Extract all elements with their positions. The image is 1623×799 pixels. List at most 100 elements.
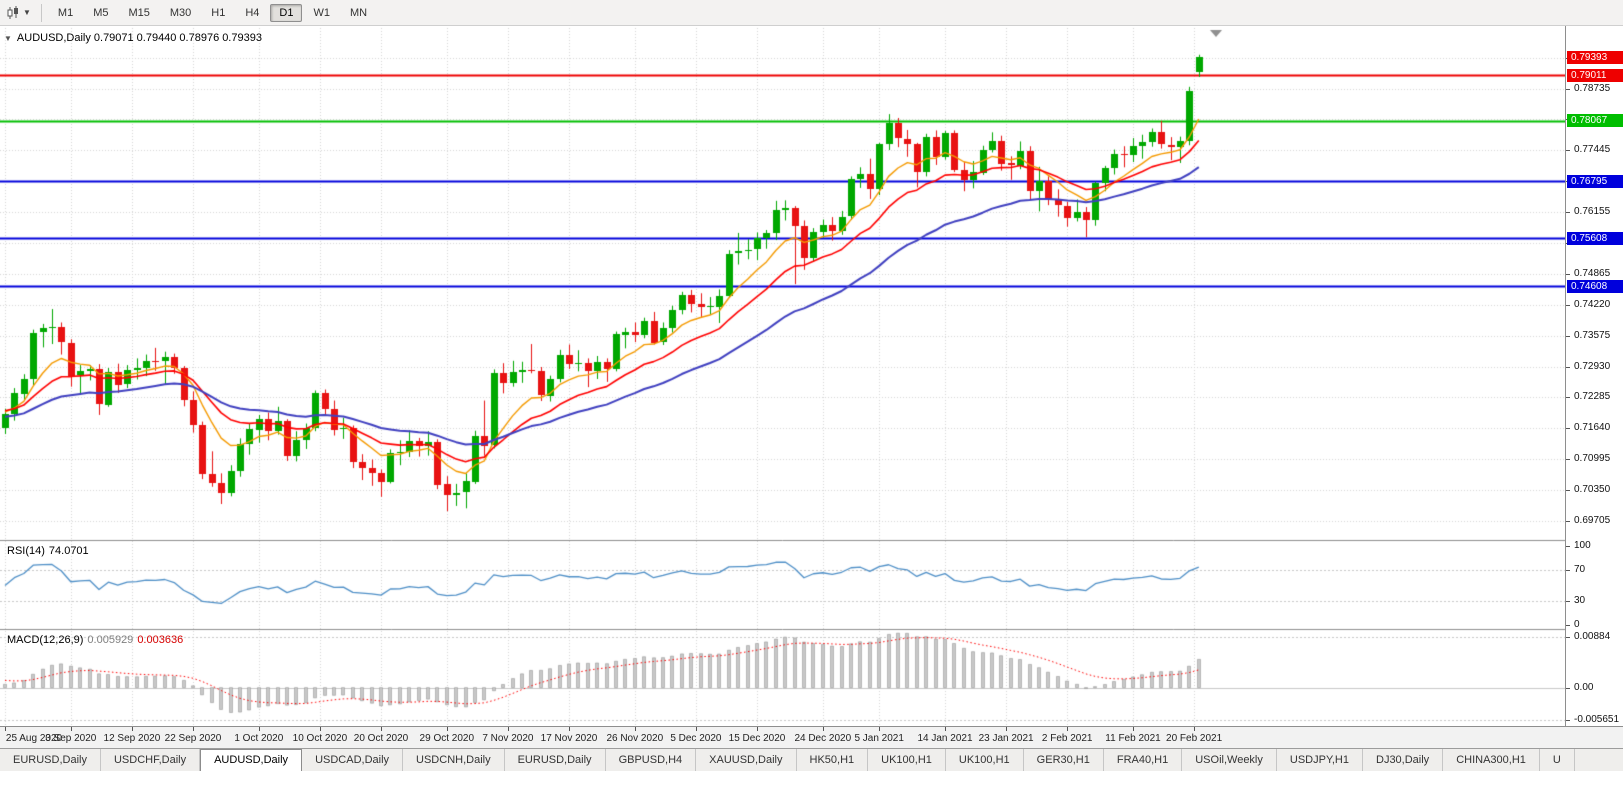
axis-tick-mark: [1566, 625, 1570, 626]
chart-tab-eurusd-daily[interactable]: EURUSD,Daily: [505, 749, 606, 771]
chart-tab-xauusd-daily[interactable]: XAUUSD,Daily: [696, 749, 797, 771]
chart-tab-usdcad-daily[interactable]: USDCAD,Daily: [302, 749, 404, 771]
time-tick-label: 22 Sep 2020: [164, 733, 222, 744]
time-tick-mark: [1067, 727, 1068, 731]
chart-tab-uk100-h1[interactable]: UK100,H1: [946, 749, 1024, 771]
time-tick-label: 23 Jan 2021: [978, 733, 1034, 744]
time-tick-mark: [569, 727, 570, 731]
time-tick-mark: [5, 727, 6, 731]
chart-ohlc-title: ▼ AUDUSD,Daily 0.79071 0.79440 0.78976 0.7939…: [4, 32, 265, 44]
candlestick-icon: [7, 5, 18, 19]
time-tick-label: 20 Oct 2020: [353, 733, 409, 744]
timeframe-button-mn[interactable]: MN: [349, 7, 368, 19]
axis-tick-mark: [1566, 688, 1570, 689]
time-tick-mark: [447, 727, 448, 731]
time-tick-label: 3 Sep 2020: [45, 733, 97, 744]
price-tick-label: 0.74865: [1574, 268, 1611, 279]
price-chart-canvas[interactable]: [0, 26, 1565, 748]
timeframe-button-m5[interactable]: M5: [93, 7, 109, 19]
timeframe-button-m15[interactable]: M15: [128, 7, 150, 19]
candlestick-chart-type-icon[interactable]: [4, 4, 22, 22]
chevron-down-icon[interactable]: ▼: [23, 8, 31, 17]
ohlc-low: 0.78976: [179, 32, 220, 44]
axis-tick-mark: [1566, 150, 1570, 151]
chart-tab-dj30-daily[interactable]: DJ30,Daily: [1363, 749, 1444, 771]
chart-tab-audusd-daily[interactable]: AUDUSD,Daily: [200, 749, 303, 771]
timeframe-button-h4[interactable]: H4: [245, 7, 260, 19]
price-tick-label: 0.76155: [1574, 206, 1611, 217]
support-level-marker-green: 0.78067: [1567, 114, 1623, 127]
time-tick-label: 24 Dec 2020: [794, 733, 852, 744]
collapse-arrow-icon: ▼: [4, 34, 12, 43]
macd-level-label: 0.00884: [1574, 631, 1611, 642]
axis-tick-mark: [1566, 305, 1570, 306]
axis-tick-mark: [1566, 459, 1570, 460]
rsi-level-label: 30: [1574, 595, 1586, 606]
timeframe-toolbar: ▼ M1 M5 M15 M30 H1 H4 D1 W1 MN: [0, 0, 1623, 26]
chart-tab-uk100-h1[interactable]: UK100,H1: [868, 749, 946, 771]
timeframe-button-m30[interactable]: M30: [169, 7, 192, 19]
chart-tab-gbpusd-h4[interactable]: GBPUSD,H4: [606, 749, 697, 771]
price-axis[interactable]: 0.793800.787350.780900.774450.768000.761…: [1565, 26, 1623, 726]
macd-label: MACD(12,26,9): [7, 634, 84, 646]
axis-tick-mark: [1566, 521, 1570, 522]
time-tick-label: 1 Oct 2020: [234, 733, 284, 744]
time-tick-mark: [320, 727, 321, 731]
axis-tick-mark: [1566, 546, 1570, 547]
chart-tab-hk50-h1[interactable]: HK50,H1: [797, 749, 869, 771]
rsi-indicator-label: RSI(14) 74.0701: [7, 545, 93, 557]
chart-tab-usdchf-daily[interactable]: USDCHF,Daily: [101, 749, 201, 771]
chart-tab-usoil-weekly[interactable]: USOil,Weekly: [1182, 749, 1277, 771]
time-tick-label: 11 Feb 2021: [1105, 733, 1161, 744]
price-tick-label: 0.69705: [1574, 515, 1611, 526]
rsi-level-label: 70: [1574, 564, 1586, 575]
timeframe-button-w1[interactable]: W1: [313, 7, 330, 19]
chart-tab-china300-h1[interactable]: CHINA300,H1: [1443, 749, 1540, 771]
chart-tab-ger30-h1[interactable]: GER30,H1: [1024, 749, 1104, 771]
time-tick-label: 5 Jan 2021: [854, 733, 904, 744]
time-tick-mark: [757, 727, 758, 731]
price-tick-label: 0.70350: [1574, 484, 1611, 495]
axis-tick-mark: [1566, 212, 1570, 213]
time-tick-label: 26 Nov 2020: [606, 733, 664, 744]
chart-tab-usdjpy-h1[interactable]: USDJPY,H1: [1277, 749, 1363, 771]
time-tick-mark: [508, 727, 509, 731]
time-tick-label: 29 Oct 2020: [419, 733, 475, 744]
macd-level-label: 0.00: [1574, 682, 1594, 693]
support-level-marker-blue-3: 0.74608: [1567, 280, 1623, 293]
support-level-marker-blue-2: 0.75608: [1567, 232, 1623, 245]
chart-tab-fra40-h1[interactable]: FRA40,H1: [1104, 749, 1183, 771]
axis-tick-mark: [1566, 274, 1570, 275]
rsi-level-label: 100: [1574, 540, 1591, 551]
axis-tick-mark: [1566, 367, 1570, 368]
support-level-marker-blue-1: 0.76795: [1567, 175, 1623, 188]
macd-signal-value: 0.003636: [137, 634, 184, 646]
timeframe-button-m1[interactable]: M1: [57, 7, 74, 19]
time-tick-label: 7 Nov 2020: [482, 733, 534, 744]
price-tick-label: 0.71640: [1574, 422, 1611, 433]
macd-level-label: -0.005651: [1574, 714, 1620, 725]
timeframe-buttons: M1 M5 M15 M30 H1 H4 D1 W1 MN: [48, 3, 377, 22]
time-tick-mark: [635, 727, 636, 731]
chart-tab-eurusd-daily[interactable]: EURUSD,Daily: [0, 749, 101, 771]
time-tick-label: 12 Sep 2020: [103, 733, 161, 744]
chart-tab-u[interactable]: U: [1540, 749, 1575, 771]
time-tick-label: 10 Oct 2020: [292, 733, 348, 744]
time-tick-label: 15 Dec 2020: [728, 733, 786, 744]
time-axis[interactable]: 25 Aug 2020 3 Sep 2020 12 Sep 2020 22 Sep 2…: [0, 726, 1623, 748]
macd-main-value: 0.005929: [87, 634, 134, 646]
time-tick-mark: [945, 727, 946, 731]
time-tick-mark: [823, 727, 824, 731]
price-tick-label: 0.72285: [1574, 391, 1611, 402]
time-tick-label: 20 Feb 2021: [1166, 733, 1223, 744]
chart-tab-usdcnh-daily[interactable]: USDCNH,Daily: [403, 749, 505, 771]
timeframe-button-h1[interactable]: H1: [211, 7, 226, 19]
time-tick-label: 17 Nov 2020: [540, 733, 598, 744]
timeframe-button-d1[interactable]: D1: [270, 4, 303, 22]
time-tick-mark: [1133, 727, 1134, 731]
axis-tick-mark: [1566, 601, 1570, 602]
chart-tabs: EURUSD,Daily USDCHF,Daily AUDUSD,Daily USDC…: [0, 748, 1623, 771]
rsi-label: RSI(14): [7, 545, 45, 557]
axis-tick-mark: [1566, 490, 1570, 491]
time-tick-mark: [132, 727, 133, 731]
